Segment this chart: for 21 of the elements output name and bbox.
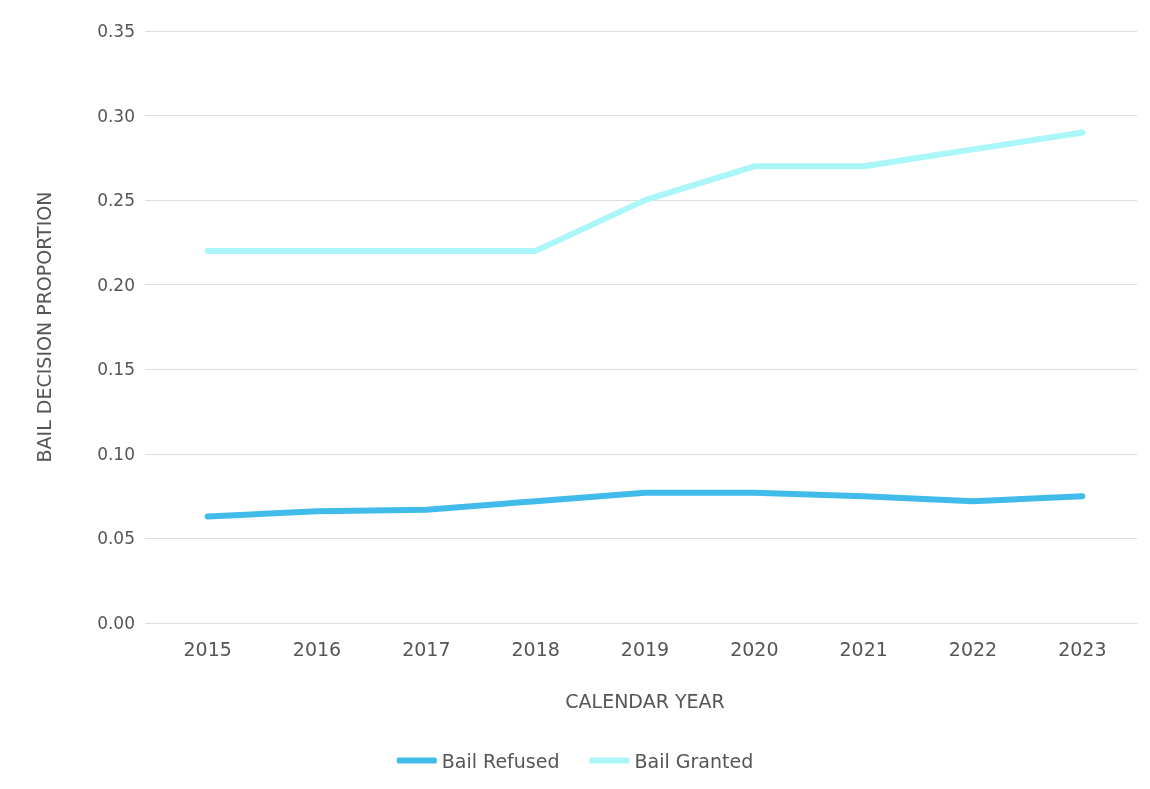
y-tick-label: 0.20 (97, 274, 135, 295)
y-tick-label: 0.35 (97, 21, 135, 41)
y-tick-label: 0.00 (97, 613, 135, 633)
y-tick-label: 0.10 (97, 443, 135, 464)
y-tick-label: 0.05 (97, 528, 135, 549)
y-tick-label: 0.25 (97, 190, 135, 211)
x-tick-label: 2016 (292, 637, 342, 660)
x-tick-label: 2015 (183, 637, 232, 660)
x-tick-label: 2017 (402, 637, 451, 660)
x-tick-label: 2023 (1058, 637, 1107, 660)
x-tick-label: 2019 (620, 637, 670, 660)
x-axis-title: CALENDAR YEAR (565, 689, 725, 712)
y-tick-label: 0.15 (97, 359, 135, 380)
x-tick-label: 2020 (730, 637, 779, 660)
x-tick-label: 2022 (948, 637, 998, 660)
legend-label: Bail Granted (634, 749, 754, 772)
y-axis-title: BAIL DECISION PROPORTION (32, 191, 55, 463)
y-tick-label: 0.30 (97, 105, 135, 126)
x-tick-label: 2018 (511, 637, 560, 660)
legend-label: Bail Refused (441, 749, 560, 772)
x-tick-label: 2021 (839, 637, 888, 660)
